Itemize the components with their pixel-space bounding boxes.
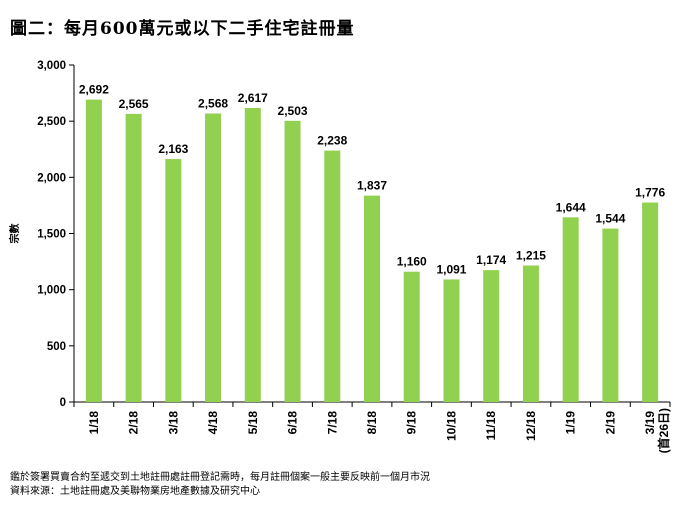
y-tick-label: 2,000 bbox=[37, 172, 66, 184]
data-label: 2,617 bbox=[238, 91, 268, 105]
x-tick-label: 2/18 bbox=[127, 411, 141, 435]
x-tick-label: 2/19 bbox=[603, 411, 617, 435]
bar-chart: 0 500 1,000 1,500 2,000 2,500 3,000 宗數 2,692 1/18… bbox=[8, 60, 671, 453]
chart-title: 圖二：每月600萬元或以下二手住宅註冊量 bbox=[10, 19, 355, 39]
bar bbox=[165, 159, 182, 402]
bar bbox=[244, 108, 261, 402]
y-tick-label: 0 bbox=[60, 397, 66, 409]
x-tick-label: 5/18 bbox=[246, 411, 260, 435]
x-tick-label: 7/18 bbox=[325, 411, 339, 435]
data-label: 1,544 bbox=[595, 212, 625, 226]
bar bbox=[562, 217, 579, 402]
x-tick-label: 3/18 bbox=[166, 411, 180, 435]
x-tick-label: 6/18 bbox=[286, 411, 300, 435]
footnote-note: 鑑於簽署買賣合約至遞交到土地註冊處註冊登記需時，每月註冊個案一般主要反映前一個月… bbox=[10, 472, 430, 483]
bar bbox=[205, 113, 222, 402]
bar bbox=[522, 265, 539, 402]
data-label: 2,692 bbox=[79, 83, 109, 97]
x-tick-label: 12/18 bbox=[524, 411, 538, 441]
x-tick-label: 11/18 bbox=[484, 411, 498, 441]
bar bbox=[403, 271, 420, 402]
data-label: 2,238 bbox=[317, 134, 347, 148]
x-tick-label: 4/18 bbox=[206, 411, 220, 435]
x-tick-note: (首26日) bbox=[656, 408, 671, 453]
x-tick-label: 9/18 bbox=[405, 411, 419, 435]
y-tick-label: 1,000 bbox=[37, 285, 66, 297]
bar bbox=[642, 202, 659, 402]
x-tick-label: 1/18 bbox=[87, 411, 101, 435]
data-label: 2,568 bbox=[198, 97, 228, 111]
bar bbox=[125, 113, 142, 403]
x-tick-label: 1/19 bbox=[564, 411, 578, 435]
y-axis-label: 宗數 bbox=[8, 224, 21, 244]
data-label: 2,503 bbox=[278, 104, 308, 118]
x-tick-label: 8/18 bbox=[365, 411, 379, 435]
bar bbox=[443, 279, 460, 402]
footnotes: 鑑於簽署買賣合約至遞交到土地註冊處註冊登記需時，每月註冊個案一般主要反映前一個月… bbox=[10, 471, 430, 499]
data-label: 1,215 bbox=[516, 249, 546, 263]
y-tick-label: 3,000 bbox=[37, 60, 66, 72]
x-tick-label: 3/19 bbox=[643, 411, 657, 435]
y-tick-label: 2,500 bbox=[37, 116, 66, 128]
bar bbox=[85, 99, 102, 402]
data-label: 1,776 bbox=[635, 185, 665, 199]
data-label: 1,644 bbox=[556, 200, 586, 214]
footnote-source: 資料來源：土地註冊處及美聯物業房地產數據及研究中心 bbox=[10, 486, 260, 497]
bar bbox=[284, 120, 301, 403]
bar bbox=[483, 270, 500, 402]
data-label: 1,160 bbox=[397, 255, 427, 269]
data-label: 1,091 bbox=[436, 262, 466, 276]
y-tick-label: 1,500 bbox=[37, 229, 66, 241]
data-label: 2,163 bbox=[158, 142, 188, 156]
data-label: 1,837 bbox=[357, 179, 387, 193]
y-tick-label: 500 bbox=[47, 341, 66, 353]
bar bbox=[324, 150, 341, 402]
data-label: 1,174 bbox=[476, 253, 506, 267]
bar bbox=[602, 228, 619, 402]
x-tick-label: 10/18 bbox=[444, 411, 458, 441]
bar bbox=[364, 195, 380, 402]
data-label: 2,565 bbox=[119, 97, 149, 111]
